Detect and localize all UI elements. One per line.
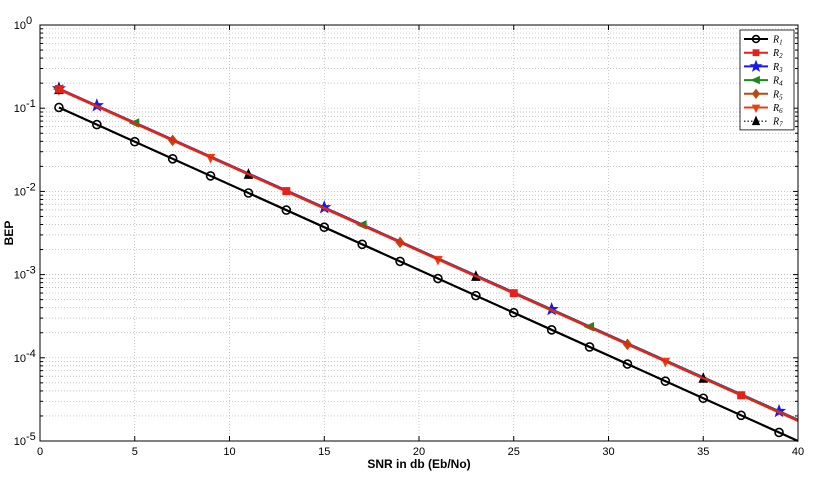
legend-label: R4	[772, 76, 783, 88]
legend-entry-R7: R7	[744, 115, 783, 129]
y-tick-label: 10	[14, 436, 26, 448]
series-line	[58, 106, 799, 443]
data-point-marker	[509, 289, 518, 298]
series-R1	[54, 102, 799, 443]
legend-label: R2	[772, 48, 783, 60]
data-point-marker	[54, 102, 64, 113]
y-tick-exponent: 0	[26, 15, 32, 27]
legend-entry-R5: R5	[744, 88, 783, 101]
x-tick-label: 15	[318, 446, 330, 458]
y-tick-label: 10	[14, 353, 26, 365]
data-point-marker	[584, 342, 595, 352]
data-point-marker	[698, 393, 709, 404]
data-point-marker	[357, 239, 367, 250]
x-tick-label: 40	[792, 446, 804, 458]
y-tick-label: 10	[14, 20, 26, 32]
data-point-marker	[546, 325, 557, 335]
data-point-marker	[281, 205, 292, 215]
y-tick-exponent: -4	[26, 348, 36, 360]
x-tick-label: 20	[413, 446, 425, 458]
y-tick-exponent: -2	[26, 181, 36, 193]
legend-label-subscript: 4	[779, 80, 783, 88]
y-tick-label: 10	[14, 186, 26, 198]
data-point-marker	[395, 256, 405, 267]
x-axis: 0 5 10 15 20 25 30 35 40	[37, 25, 804, 458]
legend-label-subscript: 5	[779, 93, 783, 101]
y-tick-exponent: -3	[26, 265, 36, 277]
series-R2	[54, 85, 799, 422]
data-point-marker	[736, 410, 746, 421]
data-point-marker	[129, 136, 140, 147]
y-axis-title: BEP	[2, 221, 16, 246]
data-point-marker	[751, 34, 761, 44]
legend-label: R1	[772, 35, 783, 47]
legend-entry-R1: R1	[744, 35, 783, 47]
legend-entry-R4: R4	[744, 76, 783, 88]
legend-label-subscript: 1	[779, 39, 783, 47]
data-point-marker	[433, 273, 443, 284]
x-tick-label: 10	[223, 446, 235, 458]
legend-label: R7	[772, 117, 783, 129]
legend-entry-R2: R2	[744, 48, 783, 60]
legend-label-subscript: 6	[779, 107, 783, 115]
data-point-marker	[508, 307, 519, 318]
data-point-marker	[751, 115, 761, 126]
legend-label-subscript: 3	[778, 66, 783, 74]
x-tick-label: 30	[602, 446, 614, 458]
legend-label: R6	[772, 103, 783, 115]
data-point-marker	[319, 222, 330, 233]
data-point-marker	[750, 75, 760, 85]
data-point-marker	[54, 85, 63, 94]
data-point-marker	[749, 59, 763, 72]
x-tick-label: 35	[697, 446, 709, 458]
series-group	[51, 81, 799, 443]
legend-label-subscript: 7	[779, 121, 783, 129]
data-point-marker	[752, 49, 760, 57]
legend-label: R3	[772, 62, 783, 74]
data-point-marker	[622, 359, 633, 369]
x-tick-label: 0	[37, 446, 43, 458]
y-tick-label: 10	[14, 270, 26, 282]
data-point-marker	[660, 376, 671, 386]
data-point-marker	[737, 391, 746, 400]
data-point-marker	[205, 171, 216, 181]
data-point-marker	[282, 187, 291, 196]
x-axis-title: SNR in db (Eb/No)	[367, 457, 470, 471]
data-point-marker	[167, 153, 178, 164]
data-point-marker	[471, 290, 481, 301]
y-tick-exponent: -5	[26, 431, 36, 443]
x-tick-label: 5	[132, 446, 138, 458]
data-point-marker	[774, 427, 784, 438]
data-point-marker	[92, 119, 102, 130]
grid	[40, 25, 798, 441]
x-tick-label: 25	[508, 446, 520, 458]
legend-label-subscript: 2	[779, 52, 783, 60]
data-point-marker	[751, 104, 761, 114]
data-point-marker	[243, 188, 254, 198]
y-tick-label: 10	[14, 103, 26, 115]
legend-entry-R6: R6	[744, 103, 783, 115]
legend-label: R5	[772, 89, 783, 101]
data-point-marker	[751, 88, 761, 100]
legend-entry-R3: R3	[744, 59, 783, 74]
series-line	[58, 88, 799, 422]
y-tick-exponent: -1	[26, 98, 36, 110]
